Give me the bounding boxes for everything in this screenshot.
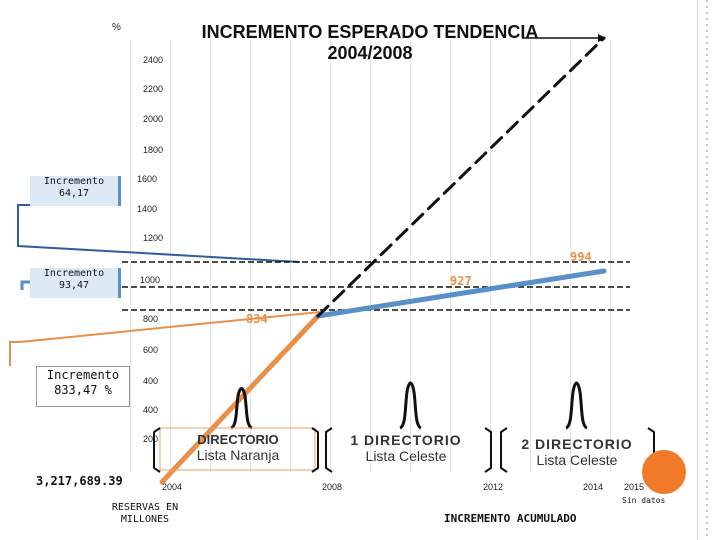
x-tick-label: 2014 xyxy=(583,482,603,492)
y-tick-label: 1600 xyxy=(137,174,157,184)
y-tick-label: 400 xyxy=(143,405,158,415)
series-line-lista-naranja xyxy=(159,313,321,485)
reservas-label: RESERVAS EN MILLONES xyxy=(100,502,190,526)
reservas-label-1: RESERVAS EN xyxy=(111,502,179,513)
data-label-994: 994 xyxy=(570,250,592,264)
y-tick-label: 1400 xyxy=(137,204,157,214)
directorio-box-1 xyxy=(159,427,316,471)
slide-frame-decoration xyxy=(697,0,720,540)
y-tick-label: 2200 xyxy=(143,84,163,94)
directorio-1-title: DIRECTORIO xyxy=(197,432,279,447)
y-tick-label: 1000 xyxy=(140,275,160,285)
directorio-2: 1 DIRECTORIO Lista Celeste xyxy=(334,432,478,464)
annotation-incremento-3-line2: 833,47 % xyxy=(54,383,112,397)
directorio-2-list: Lista Celeste xyxy=(365,448,447,464)
brace-3 xyxy=(565,381,588,430)
directorio-1: DIRECTORIO Lista Naranja xyxy=(168,432,308,463)
directorio-3-list: Lista Celeste xyxy=(536,452,618,468)
data-label-834: 834 xyxy=(246,312,268,326)
y-axis-label: % xyxy=(112,22,121,33)
y-tick-label: 1800 xyxy=(143,145,163,155)
title-arrow-head xyxy=(598,34,606,42)
annotation-incremento-1-line1: Incremento xyxy=(43,176,105,187)
annotation-incremento-1-line2: 64,17 xyxy=(58,188,90,199)
directorio-1-list: Lista Naranja xyxy=(196,447,280,463)
incremento-acumulado: INCREMENTO ACUMULADO xyxy=(444,512,577,525)
directorio-2-title: 1 DIRECTORIO xyxy=(350,432,462,448)
x-tick-label: 2004 xyxy=(162,482,182,492)
bracket-incremento-2 xyxy=(20,280,30,290)
x-tick-label: 2015 xyxy=(624,482,644,492)
bracket-d2-left xyxy=(325,427,333,473)
directorio-3: 2 DIRECTORIO Lista Celeste xyxy=(508,436,646,468)
data-label-927: 927 xyxy=(450,274,472,288)
bracket-d1-left xyxy=(153,427,161,473)
bracket-d1-right xyxy=(311,427,319,473)
x-tick-label: 2008 xyxy=(322,482,342,492)
annotation-incremento-3: Incremento 833,47 % xyxy=(36,366,130,407)
reservas-value: 3,217,689.39 xyxy=(36,474,123,488)
bracket-d2-right xyxy=(484,427,492,473)
annotation-incremento-2-line1: Incremento xyxy=(43,268,105,279)
annotation-incremento-3-line1: Incremento xyxy=(46,368,120,382)
reservas-label-2: MILLONES xyxy=(120,514,170,525)
y-tick-label: 800 xyxy=(143,314,158,324)
sin-datos: Sin datos xyxy=(622,496,666,505)
y-tick-label: 400 xyxy=(143,376,158,386)
y-tick-label: 2400 xyxy=(143,55,163,65)
annotation-incremento-1: Incremento 64,17 xyxy=(30,176,121,206)
brace-2 xyxy=(399,381,422,430)
chart-title: INCREMENTO ESPERADO TENDENCIA 2004/2008 xyxy=(201,22,539,63)
bracket-d3-left xyxy=(500,427,508,473)
brace-1 xyxy=(230,387,253,430)
y-tick-label: 600 xyxy=(143,345,158,355)
annotation-incremento-2: Incremento 93,47 xyxy=(30,268,121,298)
y-tick-label: 200 xyxy=(143,434,158,444)
x-tick-label: 2012 xyxy=(483,482,503,492)
directorio-3-title: 2 DIRECTORIO xyxy=(521,436,633,452)
y-tick-label: 2000 xyxy=(143,114,163,124)
accent-circle xyxy=(642,450,686,494)
y-tick-label: 1200 xyxy=(143,233,163,243)
series-line-lista-celeste xyxy=(315,268,607,319)
annotation-incremento-2-line2: 93,47 xyxy=(58,280,90,291)
bracket-incremento-3 xyxy=(9,311,321,366)
series-line-incremento-esperado xyxy=(316,36,606,318)
